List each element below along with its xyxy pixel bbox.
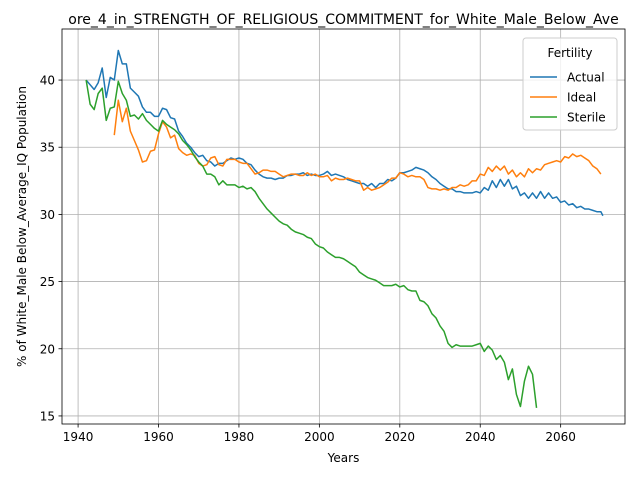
series-line-sterile (85, 79, 538, 408)
y-axis-label: % of White_Male Below_Average_IQ Populat… (15, 86, 29, 367)
x-tick-label: 2040 (465, 430, 496, 444)
y-tick-label: 15 (40, 409, 55, 423)
x-tick-label: 1980 (224, 430, 255, 444)
legend: Fertility Actual Ideal Sterile (522, 37, 618, 131)
plot-area (85, 49, 604, 408)
legend-items: Actual Ideal Sterile (530, 71, 606, 125)
axis-ticks: 1940 1960 1980 2000 2020 2040 2060 15 20 25 30 35 40 (40, 74, 576, 444)
legend-label-actual: Actual (567, 71, 605, 85)
x-tick-label: 2000 (304, 430, 335, 444)
x-tick-label: 2020 (385, 430, 416, 444)
legend-box (522, 37, 618, 131)
y-tick-label: 20 (40, 342, 55, 356)
legend-label-sterile: Sterile (567, 111, 606, 125)
x-tick-label: 2060 (545, 430, 576, 444)
y-tick-label: 25 (40, 275, 55, 289)
chart-title: ore_4_in_STRENGTH_OF_RELIGIOUS_COMMITMEN… (68, 12, 618, 28)
x-axis-label: Years (327, 451, 360, 465)
axes-frame (61, 28, 626, 425)
y-tick-label: 30 (40, 208, 55, 222)
x-tick-label: 1960 (143, 430, 174, 444)
y-tick-label: 35 (40, 141, 55, 155)
legend-label-ideal: Ideal (567, 91, 596, 105)
x-tick-label: 1940 (63, 430, 94, 444)
series-line-actual (85, 49, 604, 217)
grid-lines (62, 29, 625, 424)
legend-title: Fertility (547, 46, 592, 60)
y-tick-label: 40 (40, 74, 55, 88)
